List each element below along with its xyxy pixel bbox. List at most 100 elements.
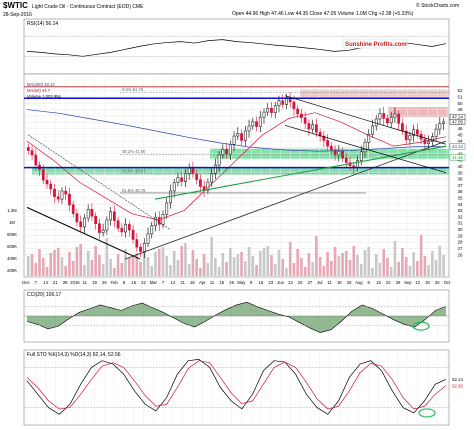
fib-label: 61.8% 35.78 [122, 188, 146, 193]
price-tick-label: 26 [457, 252, 463, 257]
candle-body [83, 217, 86, 228]
volume-bar [326, 252, 329, 276]
price-tick-label: 34 [457, 202, 463, 207]
volume-bar [408, 266, 412, 276]
x-axis-label: 21 [180, 280, 185, 285]
chart-symbol: $WTIC [3, 1, 28, 10]
volume-bar [240, 252, 243, 276]
x-axis-label: 11 [83, 280, 88, 285]
volume-bar [41, 258, 45, 276]
x-axis-label: 11 [210, 280, 215, 285]
candle-body [393, 113, 397, 118]
volume-bar [142, 248, 146, 276]
candle-body [154, 217, 157, 226]
volume-bar [60, 257, 64, 276]
channel-line-upper [284, 95, 447, 145]
volume-bar [397, 262, 400, 276]
volume-bar [277, 250, 281, 276]
volume-bar [105, 238, 109, 276]
x-axis-label: 23 [268, 280, 273, 285]
candle-body [266, 108, 270, 113]
volume-bar [53, 250, 56, 276]
volume-bar [187, 264, 191, 276]
channel-line-lower [284, 124, 447, 173]
x-axis-label: 16 [131, 280, 136, 285]
trend-line-up [124, 140, 447, 260]
price-tick-label: 30 [457, 227, 463, 232]
x-axis-label: 16 [259, 280, 264, 285]
ma200-line [26, 109, 447, 152]
volume-bar [258, 251, 262, 276]
volume-bar [120, 263, 124, 276]
sto-line-d [26, 360, 447, 410]
volume-bar [374, 254, 378, 276]
x-axis-label: 19 [425, 280, 430, 285]
cci-line [26, 301, 447, 333]
candle-body [195, 173, 199, 180]
candle-body [326, 140, 329, 147]
price-tick-label: 50 [457, 101, 463, 106]
volume-bar [431, 251, 434, 276]
volume-bar [180, 246, 184, 276]
volume-bar [401, 248, 404, 276]
volume-bar [210, 237, 213, 276]
price-tick-label: 33 [457, 208, 463, 213]
chart-date: 28-Sep-2016 [3, 12, 32, 18]
volume-bar [382, 249, 386, 276]
candle-body [94, 215, 98, 225]
sto-line-k [26, 358, 447, 415]
volume-bar [412, 252, 415, 276]
price-tick-label: 49 [457, 107, 463, 112]
candle-body [438, 123, 442, 130]
x-axis-label: 7 [162, 280, 165, 285]
candle-body [232, 135, 236, 145]
volume-bar [217, 267, 221, 276]
x-axis-label: Jul [317, 280, 322, 285]
candle-body [142, 243, 146, 252]
volume-bar [367, 247, 371, 276]
candle-body [161, 214, 165, 225]
volume-bar [438, 246, 442, 276]
candle-body [412, 129, 416, 136]
candle-body [90, 209, 94, 217]
volume-bar [135, 253, 139, 276]
volume-bar [150, 266, 154, 276]
volume-bar [157, 249, 161, 276]
price-panel-frame [23, 73, 450, 278]
candle-body [228, 144, 232, 155]
ohlc-summary: Open 44.96 High 47.46 Low 44.35 Close 47… [232, 11, 414, 17]
x-axis-label: 22 [386, 280, 391, 285]
candle-body [86, 209, 90, 219]
volume-bar [285, 268, 288, 276]
candle-body [416, 129, 419, 135]
candle-body [49, 183, 53, 190]
price-tick-label: 35 [457, 195, 463, 200]
candle-body [408, 135, 412, 141]
candle-body [386, 118, 389, 124]
candle-body [363, 142, 367, 153]
price-tick-label: 40 [457, 164, 463, 169]
x-axis-label: 21 [53, 280, 58, 285]
candle-body [56, 196, 60, 200]
volume-bar [318, 257, 322, 276]
volume-bar [90, 260, 94, 276]
volume-bar [262, 248, 266, 276]
x-axis-label: 22 [141, 280, 146, 285]
x-axis-label: 14 [43, 280, 48, 285]
candle-body [404, 130, 408, 141]
candle-body [191, 167, 195, 175]
volume-bar [251, 256, 255, 276]
cci-highlight-circle [412, 321, 430, 331]
x-axis-label: 20 [298, 280, 303, 285]
candle-body [116, 220, 120, 229]
candle-body [382, 113, 386, 119]
volume-bar [154, 252, 157, 276]
candle-body [184, 173, 187, 182]
candle-body [41, 169, 45, 181]
price-tick-label: 38 [457, 177, 463, 182]
volume-bar [427, 265, 430, 276]
candle-body [322, 135, 326, 141]
x-axis-label: 15 [376, 280, 381, 285]
price-tick-label: 45 [457, 132, 463, 137]
volume-bar [221, 253, 225, 276]
